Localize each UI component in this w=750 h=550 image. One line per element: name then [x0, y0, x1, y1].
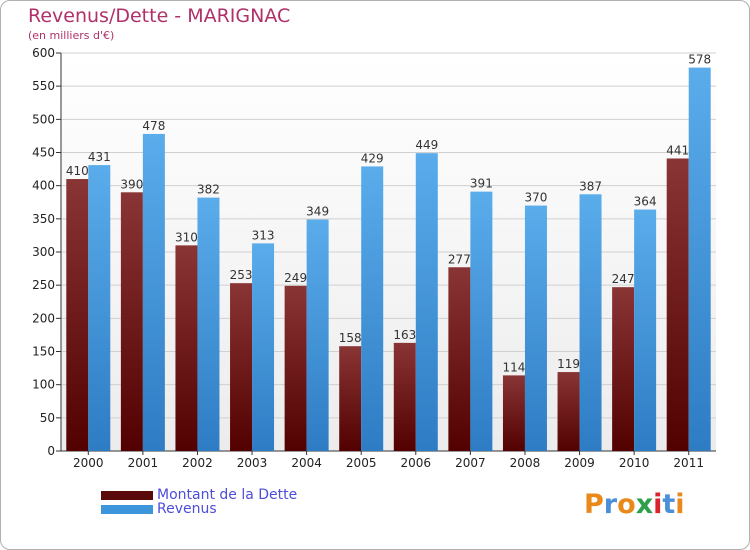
bar-debt — [393, 342, 416, 451]
data-label-revenus: 364 — [634, 195, 657, 209]
y-tick-label: 550 — [32, 79, 55, 93]
y-tick-label: 500 — [32, 112, 55, 126]
bar-debt — [448, 267, 471, 451]
data-label-debt: 247 — [612, 272, 635, 286]
data-label-revenus: 391 — [470, 177, 493, 191]
y-tick-label: 150 — [32, 345, 55, 359]
bar-revenus — [142, 133, 165, 451]
logo-letter: i — [653, 489, 663, 520]
bar-revenus — [688, 67, 711, 452]
bar-debt — [502, 375, 525, 451]
data-label-debt: 390 — [120, 177, 143, 191]
bar-revenus — [88, 165, 111, 451]
y-tick-label: 300 — [32, 245, 55, 259]
data-label-revenus: 349 — [306, 204, 329, 218]
legend-label-debt: Montant de la Dette — [157, 487, 298, 503]
data-label-debt: 158 — [339, 331, 362, 345]
bar-debt — [120, 192, 143, 452]
data-label-revenus: 370 — [525, 191, 548, 205]
y-tick-label: 350 — [32, 212, 55, 226]
bar-revenus — [470, 191, 493, 452]
data-label-revenus: 313 — [252, 228, 275, 242]
bar-revenus — [415, 153, 438, 451]
data-label-revenus: 431 — [88, 150, 111, 164]
x-tick-label: 2003 — [237, 456, 268, 470]
logo-letter: r — [603, 489, 618, 520]
data-label-revenus: 387 — [579, 179, 602, 193]
logo-letter: o — [617, 489, 636, 520]
bar-debt — [66, 179, 89, 452]
logo-letter: x — [635, 489, 654, 520]
data-label-revenus: 578 — [688, 53, 711, 67]
data-label-debt: 249 — [284, 271, 307, 285]
x-tick-label: 2001 — [128, 456, 159, 470]
chart-subtitle: (en milliers d'€) — [28, 29, 115, 42]
legend-item-revenus: Revenus — [101, 501, 217, 517]
x-tick-label: 2006 — [401, 456, 432, 470]
x-tick-label: 2010 — [619, 456, 650, 470]
bar-debt — [175, 245, 198, 451]
data-label-debt: 163 — [393, 328, 416, 342]
bar-debt — [666, 158, 689, 451]
bar-debt — [284, 285, 307, 451]
data-label-revenus: 478 — [142, 119, 165, 133]
data-label-debt: 310 — [175, 230, 198, 244]
legend-swatch-debt — [101, 490, 153, 500]
bar-revenus — [197, 197, 220, 451]
x-tick-label: 2002 — [182, 456, 213, 470]
bar-revenus — [634, 209, 657, 451]
data-label-debt: 410 — [66, 164, 89, 178]
x-tick-label: 2000 — [73, 456, 104, 470]
legend-label-revenus: Revenus — [157, 501, 217, 517]
x-tick-label: 2008 — [510, 456, 541, 470]
bar-debt — [557, 372, 580, 451]
data-label-revenus: 382 — [197, 183, 220, 197]
legend-item-debt: Montant de la Dette — [101, 487, 297, 503]
x-tick-label: 2009 — [564, 456, 595, 470]
y-tick-label: 250 — [32, 278, 55, 292]
y-tick-label: 100 — [32, 378, 55, 392]
data-label-debt: 114 — [503, 360, 526, 374]
y-tick-label: 600 — [32, 46, 55, 60]
bar-revenus — [306, 219, 329, 451]
plot-area: 0501001502002503003504004505005506004104… — [32, 46, 716, 470]
bar-debt — [230, 283, 253, 451]
proxiti-logo: Proxiti — [584, 489, 685, 520]
y-tick-label: 400 — [32, 179, 55, 193]
logo-letter: P — [584, 489, 604, 520]
x-tick-label: 2011 — [673, 456, 704, 470]
data-label-revenus: 449 — [415, 138, 438, 152]
logo-letter: t — [662, 489, 676, 520]
bar-revenus — [361, 166, 384, 451]
data-label-debt: 253 — [230, 268, 253, 282]
x-tick-label: 2004 — [291, 456, 322, 470]
bar-debt — [612, 287, 635, 451]
y-tick-label: 0 — [47, 444, 55, 458]
y-tick-label: 50 — [40, 411, 55, 425]
logo-letter: i — [675, 489, 685, 520]
data-label-debt: 441 — [666, 143, 689, 157]
bar-revenus — [252, 243, 275, 451]
chart-title: Revenus/Dette - MARIGNAC — [28, 5, 291, 27]
bar-debt — [339, 346, 362, 451]
data-label-debt: 119 — [557, 357, 580, 371]
x-tick-label: 2007 — [455, 456, 486, 470]
x-tick-label: 2005 — [346, 456, 377, 470]
data-label-revenus: 429 — [361, 151, 384, 165]
y-tick-label: 200 — [32, 311, 55, 325]
data-label-debt: 277 — [448, 252, 471, 266]
bar-revenus — [579, 194, 602, 452]
bar-revenus — [524, 205, 547, 451]
y-tick-label: 450 — [32, 146, 55, 160]
legend-swatch-revenus — [101, 504, 153, 514]
